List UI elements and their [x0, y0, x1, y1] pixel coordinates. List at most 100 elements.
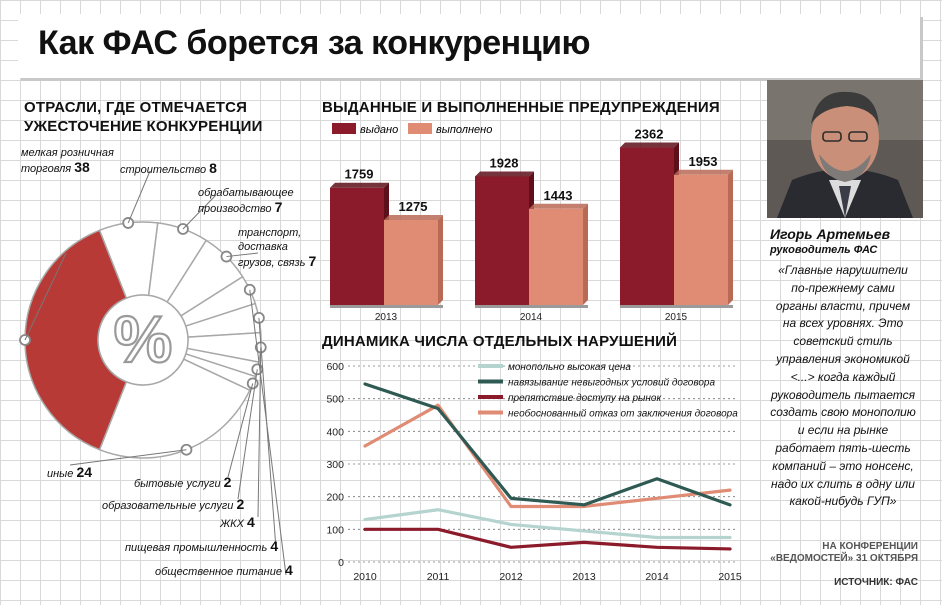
line-ytick-300: 300 — [326, 459, 344, 471]
bar-side-1-1 — [583, 203, 588, 305]
portrait-photo — [767, 80, 923, 218]
pie-value-construction: 8 — [209, 160, 217, 176]
pie-label-other-text: иные — [47, 468, 74, 480]
line-xtick-2013: 2013 — [572, 571, 596, 583]
pie-leader-0 — [24, 252, 67, 341]
bar-0-0 — [330, 187, 384, 305]
pie-label-manufacturing-line1: обрабатывающее — [198, 187, 294, 199]
bar-1-0 — [475, 176, 529, 305]
bar-top-1-1 — [529, 203, 588, 209]
pie-label-retail-line2: торговля — [21, 163, 72, 175]
line-legend-label-3: необоснованный отказ от заключения догов… — [508, 408, 738, 420]
bar-side-0-1 — [438, 215, 443, 305]
title-box: Как ФАС борется за конкуренцию — [18, 14, 920, 78]
bar-side-2-1 — [728, 169, 733, 305]
bar-value-1-0: 1928 — [490, 155, 519, 170]
pie-leader-8 — [227, 383, 254, 478]
bar-value-2-1: 1953 — [689, 154, 718, 169]
pie-leader-2 — [182, 194, 217, 230]
pie-label-transport-line2: доставка — [238, 241, 288, 253]
legend-label-issued: выдано — [360, 124, 398, 136]
pie-value-manufacturing: 7 — [274, 199, 283, 215]
pie-label-household: бытовые услуги 2 — [134, 475, 231, 491]
pie-chart: % — [19, 170, 287, 576]
pie-label-other: иные 24 — [47, 465, 92, 481]
pie-title-line1: ОТРАСЛИ, ГДЕ ОТМЕЧАЕТСЯ — [24, 99, 248, 116]
pie-value-transport: 7 — [308, 253, 317, 269]
lines-title: ДИНАМИКА ЧИСЛА ОТДЕЛЬНЫХ НАРУШЕНИЙ — [322, 333, 678, 350]
pie-value-catering: 4 — [285, 562, 293, 578]
line-legend-label-2: препятствие доступу на рынок — [508, 393, 662, 404]
pie-label-education-text: образовательные услуги — [102, 500, 234, 512]
bar-1-1 — [529, 208, 583, 305]
line-xtick-2012: 2012 — [499, 571, 523, 583]
pie-label-food-industry: пищевая промышленность 4 — [125, 539, 278, 555]
bar-base-2 — [620, 305, 733, 308]
bar-top-2-0 — [620, 142, 679, 148]
bar-chart: выдано выполнено 1759 1275 2013 1928 1443 201… — [330, 123, 733, 323]
line-legend-label-1: навязывание невыгодных условий договора — [508, 378, 715, 389]
pie-label-construction: строительство 8 — [120, 161, 217, 177]
bar-category-0: 2013 — [375, 312, 398, 323]
line-ytick-600: 600 — [326, 361, 344, 373]
pie-leader-1 — [127, 170, 151, 224]
bar-top-2-1 — [674, 169, 733, 175]
pie-leader-6 — [257, 347, 262, 518]
bar-value-0-0: 1759 — [345, 167, 374, 182]
line-ytick-500: 500 — [326, 394, 344, 406]
pie-label-catering: общественное питание 4 — [155, 563, 293, 579]
pie-label-housing-text: ЖКХ — [220, 518, 244, 530]
line-ytick-0: 0 — [338, 557, 344, 569]
pie-value-food-industry: 4 — [270, 538, 279, 554]
source-note: ИСТОЧНИК: ФАС — [834, 577, 918, 588]
bar-value-2-0: 2362 — [635, 127, 664, 142]
bar-0-1 — [384, 220, 438, 305]
legend-swatch-done — [408, 123, 432, 134]
bar-top-0-1 — [384, 215, 443, 220]
pie-center-label: % — [114, 302, 173, 376]
pie-hole — [97, 294, 189, 386]
legend-swatch-issued — [332, 123, 356, 134]
person-role: руководитель ФАС — [770, 244, 878, 256]
bar-2-0 — [620, 147, 674, 305]
line-xtick-2011: 2011 — [427, 571, 450, 583]
line-series-2 — [363, 527, 732, 551]
bar-value-0-1: 1275 — [399, 199, 428, 214]
line-xtick-2014: 2014 — [645, 571, 669, 583]
bar-top-1-0 — [475, 171, 534, 177]
pie-label-household-text: бытовые услуги — [134, 478, 221, 490]
conference-note-line1: НА КОНФЕРЕНЦИИ — [822, 541, 918, 552]
bar-category-1: 2014 — [520, 312, 543, 323]
bar-value-1-1: 1443 — [544, 188, 573, 203]
bar-top-0-0 — [330, 182, 389, 188]
bars-title: ВЫДАННЫЕ И ВЫПОЛНЕННЫЕ ПРЕДУПРЕЖДЕНИЯ — [322, 99, 720, 116]
pie-label-construction-text: строительство — [120, 164, 207, 176]
pie-label-retail-line1: мелкая розничная — [21, 147, 114, 159]
pie-leader-7 — [237, 369, 258, 500]
line-ytick-400: 400 — [326, 426, 344, 438]
line-series-1 — [363, 382, 732, 507]
pie-label-retail: мелкая розничная торговля 38 — [21, 146, 114, 176]
pie-label-transport-line1: транспорт, — [238, 227, 302, 239]
pie-leader-4 — [249, 289, 287, 576]
line-ytick-100: 100 — [326, 524, 344, 536]
pie-label-manufacturing: обрабатывающее производство 7 — [198, 186, 294, 216]
pie-value-other: 24 — [76, 464, 93, 480]
conference-note: НА КОНФЕРЕНЦИИ «ВЕДОМОСТЕЙ» 31 ОКТЯБРЯ — [718, 541, 918, 565]
conference-note-line2: «ВЕДОМОСТЕЙ» 31 ОКТЯБРЯ — [770, 553, 918, 564]
line-ytick-200: 200 — [326, 492, 344, 504]
pie-label-housing: ЖКХ 4 — [220, 515, 255, 531]
pie-value-retail: 38 — [74, 159, 90, 175]
portrait-illustration — [767, 80, 923, 218]
pie-value-household: 2 — [223, 474, 232, 490]
pie-title-line2: УЖЕСТОЧЕНИЕ КОНКУРЕНЦИИ — [24, 118, 263, 135]
pie-leader-3 — [226, 252, 259, 258]
pie-value-housing: 4 — [246, 514, 255, 530]
person-name: Игорь Артемьев — [770, 226, 891, 242]
pie-label-manufacturing-line2: производство — [198, 203, 272, 215]
line-chart: монопольно высокая цена навязывание невыг… — [326, 361, 741, 583]
pie-label-transport-line3: грузов, связь — [238, 257, 306, 269]
pie-leader-9 — [69, 449, 187, 466]
pie-title: ОТРАСЛИ, ГДЕ ОТМЕЧАЕТСЯ УЖЕСТОЧЕНИЕ КОНК… — [24, 98, 263, 136]
bar-base-0 — [330, 305, 443, 308]
